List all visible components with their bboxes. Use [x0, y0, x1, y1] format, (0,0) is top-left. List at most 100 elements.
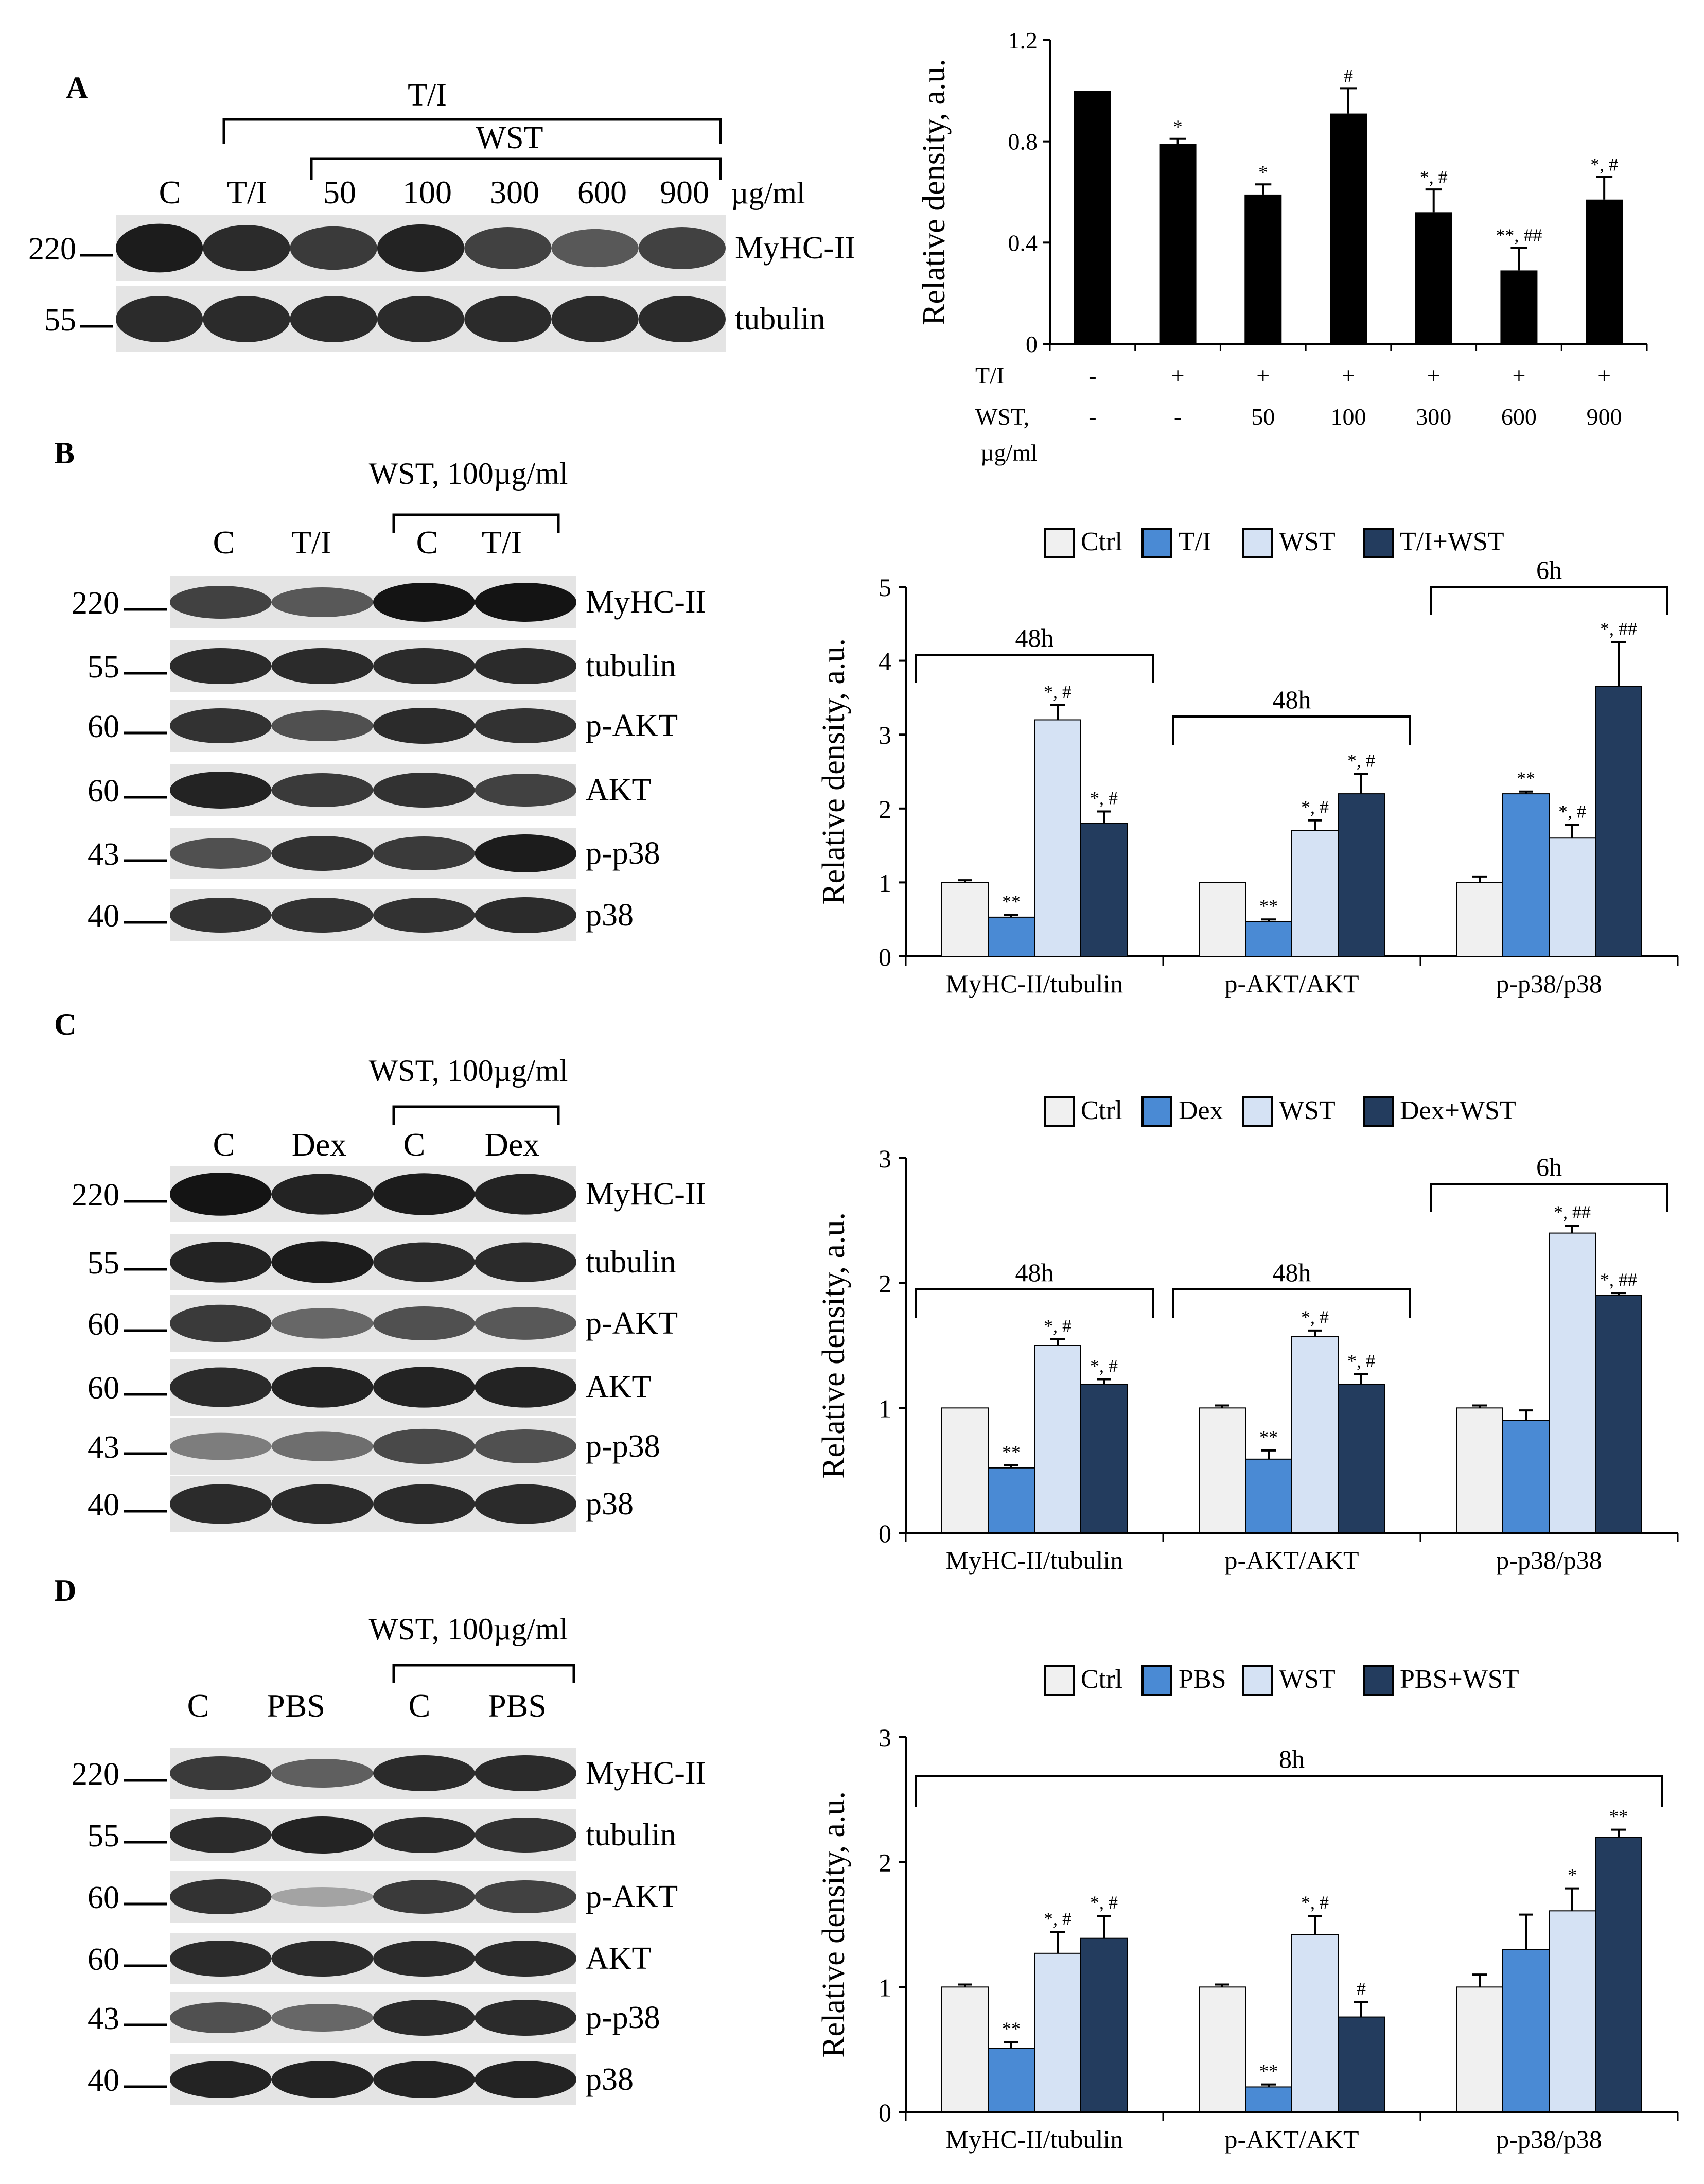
- blot-band: [475, 1242, 576, 1282]
- y-tick-label: 1.2: [1008, 27, 1038, 54]
- significance-label: *: [1568, 1865, 1577, 1885]
- row-cell: 100: [1331, 404, 1366, 430]
- row-cell: 50: [1251, 404, 1275, 430]
- blot-band: [271, 1308, 373, 1339]
- blot-band: [373, 1173, 475, 1215]
- legend-label: T/I: [1179, 527, 1211, 556]
- band-label: MyHC-II: [586, 585, 706, 620]
- blot-band: [638, 296, 726, 342]
- time-bracket: [1430, 1183, 1668, 1212]
- y-tick-label: 0.8: [1008, 129, 1038, 155]
- blot-band: [551, 296, 639, 342]
- bar: [1502, 1949, 1550, 2113]
- blot-band: [373, 2061, 475, 2098]
- mw-marker: 220: [72, 586, 119, 621]
- bar: [1456, 1986, 1503, 2112]
- blot-panel-D: D WST, 100µg/ml C PBS C PBS 220 MyHC-II 55 tubuli…: [54, 1574, 706, 2105]
- legend-swatch: [1044, 1665, 1075, 1696]
- bar: [1074, 91, 1111, 344]
- time-label: 48h: [1015, 623, 1054, 652]
- mw-marker: 220: [72, 1178, 119, 1213]
- row-cell: +: [1427, 362, 1441, 389]
- western-blots: A T/I WST C T/I 50 100 300 600 900 µg/ml 220 MyHC-II…: [28, 71, 855, 2105]
- time-bracket: [1172, 715, 1411, 745]
- blot-band: [271, 1941, 373, 1977]
- bar: [1245, 2086, 1292, 2112]
- blot-band: [271, 1367, 373, 1408]
- row-cell: 300: [1416, 404, 1451, 430]
- bar: [1595, 1837, 1642, 2112]
- blot-band: [271, 773, 373, 807]
- legend-swatch: [1141, 528, 1172, 558]
- band-label: p-p38: [586, 2000, 660, 2035]
- time-label: 48h: [1273, 685, 1311, 714]
- mw-marker: 40: [87, 1488, 119, 1523]
- lane-label: C: [409, 1687, 431, 1724]
- y-tick-label: 5: [879, 573, 891, 602]
- lane-label: C: [187, 1687, 209, 1724]
- blot-band: [475, 1755, 576, 1791]
- blot-band: [203, 225, 290, 271]
- significance-label: *, #: [1347, 750, 1375, 771]
- y-tick-label: 1: [879, 1394, 891, 1423]
- legend-swatch: [1044, 1096, 1075, 1127]
- mw-marker: 55: [87, 650, 119, 685]
- lane-label: PBS: [267, 1687, 325, 1724]
- band-label: p-p38: [586, 1429, 660, 1464]
- significance-label: **: [1259, 896, 1278, 916]
- chart-B: Ctrl T/I WST T/I+WST 0 1 2 3 4 5 Relative density,…: [816, 527, 1679, 998]
- blot-band: [290, 296, 377, 342]
- blot-band: [271, 1174, 373, 1215]
- blot-band: [373, 1880, 475, 1914]
- significance-label: *, #: [1044, 682, 1071, 702]
- bar: [1549, 1910, 1596, 2112]
- blot-band: [464, 227, 552, 269]
- time-bracket: [915, 654, 1154, 683]
- legend-label: WST: [1279, 1096, 1336, 1125]
- row-cell: 900: [1587, 404, 1622, 430]
- bar: [941, 1407, 989, 1533]
- significance-label: *, #: [1044, 1316, 1071, 1336]
- blot-band: [170, 1756, 272, 1790]
- legend-swatch: [1242, 1096, 1273, 1127]
- significance-label: *, #: [1590, 154, 1618, 175]
- bar: [1244, 194, 1282, 344]
- blot-band: [475, 1429, 576, 1463]
- bar: [1034, 719, 1081, 957]
- blot-band: [271, 648, 373, 684]
- mw-marker: 40: [87, 899, 119, 934]
- bracket-label-wst: WST, 100µg/ml: [369, 1612, 568, 1646]
- bar: [1330, 113, 1367, 344]
- bar: [1338, 1384, 1385, 1533]
- legend-swatch: [1141, 1665, 1172, 1696]
- bar: [988, 916, 1035, 957]
- lane-label: 900: [660, 174, 709, 211]
- lane-label: T/I: [482, 524, 522, 561]
- lane-label: C: [159, 174, 181, 211]
- bracket-ti: [222, 118, 722, 144]
- mw-marker: 43: [87, 1430, 119, 1465]
- band-label: p-AKT: [586, 708, 678, 743]
- mw-marker: 55: [87, 1246, 119, 1281]
- significance-label: *, #: [1301, 1892, 1329, 1913]
- band-label: p-AKT: [586, 1879, 678, 1914]
- row-cell: -: [1174, 404, 1182, 430]
- bracket-label-wst: WST, 100µg/ml: [369, 457, 568, 491]
- legend-swatch: [1363, 528, 1394, 558]
- lane-label: 100: [402, 174, 452, 211]
- bar: [1080, 1937, 1128, 2113]
- blot-panel-A: A T/I WST C T/I 50 100 300 600 900 µg/ml 220 MyHC-II…: [28, 71, 855, 352]
- blot-band: [373, 1367, 475, 1408]
- blot-band: [271, 2004, 373, 2032]
- blot-band: [373, 836, 475, 870]
- bar: [1080, 1384, 1128, 1533]
- blot-band: [373, 708, 475, 744]
- y-tick-label: 2: [879, 795, 891, 824]
- unit-label: µg/ml: [731, 176, 805, 210]
- time-label: 6h: [1536, 1152, 1562, 1181]
- y-tick-label: 0.4: [1008, 230, 1038, 256]
- band-label: MyHC-II: [586, 1177, 706, 1212]
- time-label: 48h: [1273, 1258, 1311, 1287]
- legend-swatch: [1242, 1665, 1273, 1696]
- y-tick-label: 2: [879, 1269, 891, 1298]
